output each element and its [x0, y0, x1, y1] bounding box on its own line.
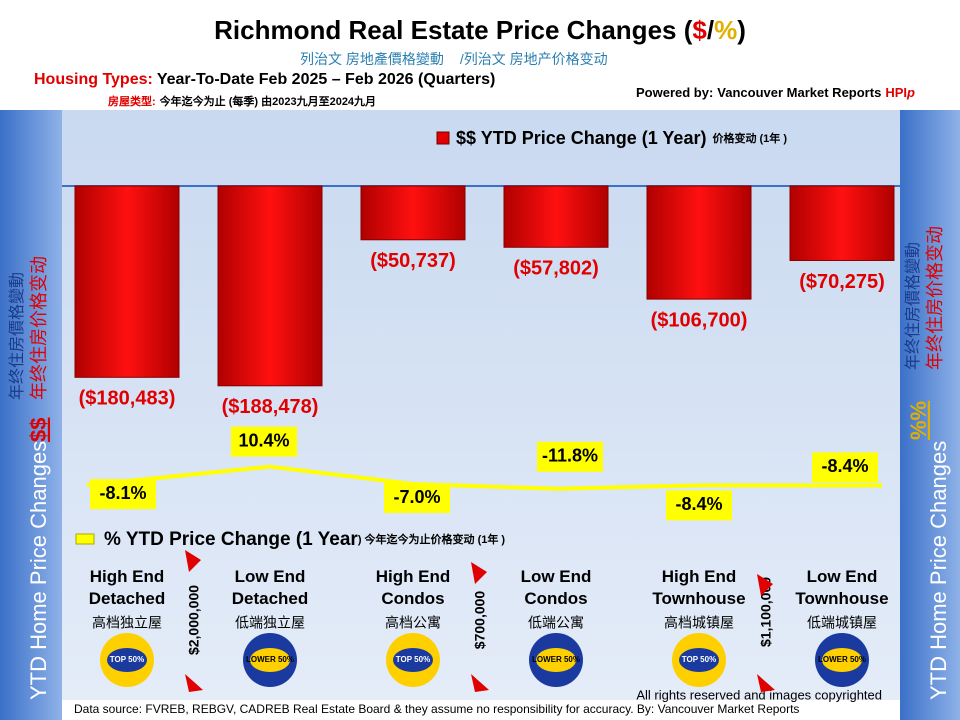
x-tick-label: High End Condos — [375, 567, 451, 608]
housing-types: Housing Types: Year-To-Date Feb 2025 – Fe… — [34, 71, 495, 88]
side-text-cn: 年终住房價格變動 — [8, 272, 26, 400]
badge-inner — [536, 648, 576, 672]
value-label: -8.4% — [821, 456, 868, 476]
badge-label: LOWER 50% — [532, 655, 580, 664]
arrow — [185, 674, 203, 692]
bar — [789, 185, 895, 261]
value-label-bg — [812, 452, 878, 483]
badge-inner — [107, 648, 147, 672]
subtitle-cn: 列治文 房地產價格變動/列治文 房地产价格变动 — [300, 51, 608, 67]
value-label: -7.0% — [393, 487, 440, 507]
powered-by: Powered by: Vancouver Market Reports HPIp — [636, 85, 915, 100]
side-label-right: YTD Home Price Changes %% 年终住房價格變動 年终住房价… — [904, 226, 951, 700]
category-cn: 高档独立屋 — [92, 615, 162, 631]
x-tick-label: Low End Detached — [231, 567, 309, 608]
threshold: $700,000 — [472, 591, 488, 650]
side-text-cn: 年终住房价格变动 — [925, 226, 945, 370]
value-label: ($106,700) — [651, 309, 748, 331]
category-cn: 高档公寓 — [385, 615, 441, 631]
value-label: ($188,478) — [222, 396, 319, 418]
side-text-cn: 年终住房价格变动 — [29, 256, 49, 400]
badge-label: TOP 50% — [110, 655, 144, 664]
threshold: $2,000,000 — [186, 585, 202, 655]
badge-inner — [822, 648, 862, 672]
data-source: Data source: FVREB, REBGV, CADREB Real E… — [74, 702, 799, 716]
badge-inner — [393, 648, 433, 672]
side-label-left: YTD Home Price Changes $$ 年终住房價格變動 年终住房价… — [8, 256, 51, 700]
value-label-bg — [666, 490, 732, 521]
badge-label: LOWER 50% — [246, 655, 294, 664]
arrow — [471, 562, 487, 584]
chart-title: Richmond Real Estate Price Changes ($/%) — [214, 15, 746, 45]
badge-inner — [250, 648, 290, 672]
side-text: YTD Home Price Changes — [26, 441, 51, 700]
threshold-label: $700,000 — [472, 591, 488, 650]
value-label-bg — [231, 426, 297, 457]
value-label-bg — [537, 441, 603, 472]
plot-bg — [62, 110, 900, 700]
arrow — [471, 674, 489, 692]
line — [86, 464, 882, 491]
side-text: %% — [906, 401, 931, 440]
value-label: ($180,483) — [79, 388, 176, 410]
value-label: ($70,275) — [799, 271, 885, 293]
copyright: All rights reserved and images copyright… — [636, 687, 882, 702]
value-label: -8.1% — [99, 483, 146, 503]
badge-label: LOWER 50% — [818, 655, 866, 664]
x-tick-label: High End Detached — [88, 567, 166, 608]
bar — [74, 185, 180, 378]
category-cn: 低端城镇屋 — [807, 615, 877, 631]
category-cn: 高档城镇屋 — [664, 615, 734, 631]
badge-label: TOP 50% — [396, 655, 430, 664]
right-banner — [900, 110, 960, 720]
threshold-label: $2,000,000 — [186, 585, 202, 655]
bar — [217, 185, 323, 387]
arrow — [757, 674, 775, 692]
bar — [503, 185, 609, 248]
value-label: 10.4% — [238, 430, 289, 450]
value-label: -8.4% — [675, 494, 722, 514]
housing-types-cn: 房屋类型: 今年迄今为止 (每季) 由2023九月至2024九月 — [108, 94, 376, 108]
x-tick-label: Low End Condos — [520, 567, 592, 608]
value-label-bg — [90, 479, 156, 510]
value-label-bg — [384, 483, 450, 513]
x-tick-label: Low End Townhouse — [795, 567, 889, 608]
legend-label: $$ YTD Price Change (1 Year) 价格变动 (1年 ) — [456, 128, 787, 148]
badge-inner — [679, 648, 719, 672]
category-cn: 低端独立屋 — [235, 615, 305, 631]
bar — [360, 185, 466, 241]
arrow — [757, 574, 773, 596]
arrow — [185, 550, 201, 572]
badge-label: TOP 50% — [682, 655, 716, 664]
legend-swatch — [75, 533, 95, 545]
legend-swatch — [436, 131, 450, 145]
value-label: ($50,737) — [370, 250, 456, 272]
category-cn: 低端公寓 — [528, 615, 584, 631]
side-text: YTD Home Price Changes — [926, 441, 951, 700]
side-text-cn: 年终住房價格變動 — [904, 242, 922, 370]
legend-label: % YTD Price Change (1 Year) 今年迄今为止价格变动 (… — [104, 529, 505, 550]
side-text: $$ — [26, 418, 51, 442]
left-banner — [0, 110, 62, 720]
value-label: ($57,802) — [513, 258, 599, 280]
x-tick-label: High End Townhouse — [652, 567, 746, 608]
value-label: -11.8% — [542, 446, 598, 466]
bar — [646, 185, 752, 300]
